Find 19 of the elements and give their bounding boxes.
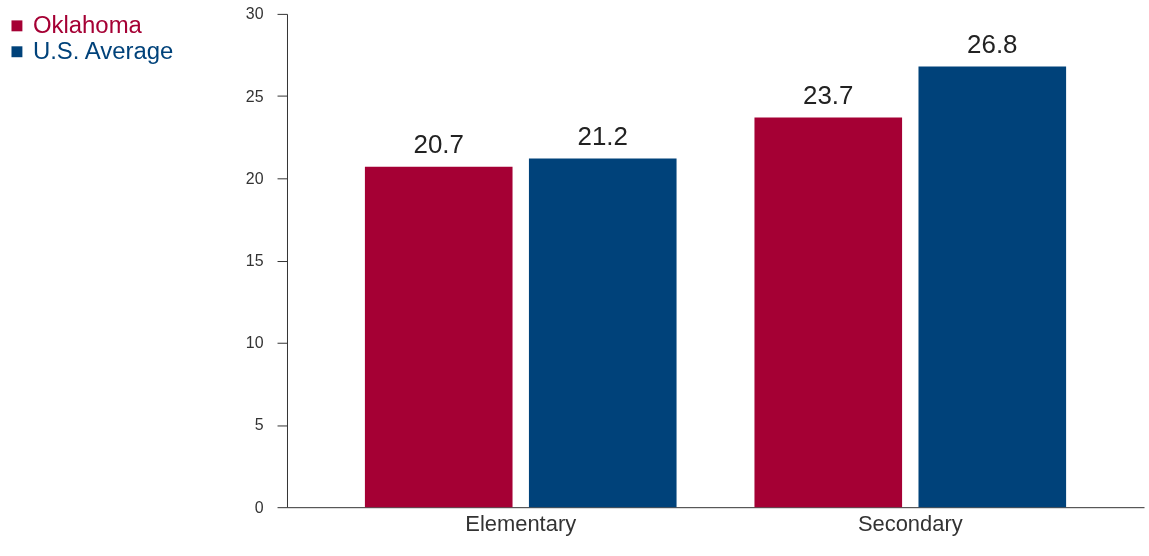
data-label: 20.7 [413,129,464,158]
bar [918,66,1067,508]
legend-label: U.S. Average [32,36,174,64]
y-tick-label: 20 [245,169,264,187]
y-tick-label: 15 [245,252,264,270]
y-tick-label: 30 [245,5,264,23]
bar [364,166,513,508]
data-label: 21.2 [577,121,628,150]
y-tick-label: 5 [254,416,264,434]
x-tick-label: Secondary [857,510,963,536]
y-tick-label: 10 [245,334,264,352]
bar [754,117,903,508]
data-label: 26.8 [967,29,1018,58]
y-tick-label: 25 [245,87,264,105]
legend-label: Oklahoma [32,10,143,38]
y-tick-label: 0 [254,498,264,516]
bar [528,158,677,508]
x-tick-label: Elementary [465,510,577,536]
data-label: 23.7 [803,80,854,109]
